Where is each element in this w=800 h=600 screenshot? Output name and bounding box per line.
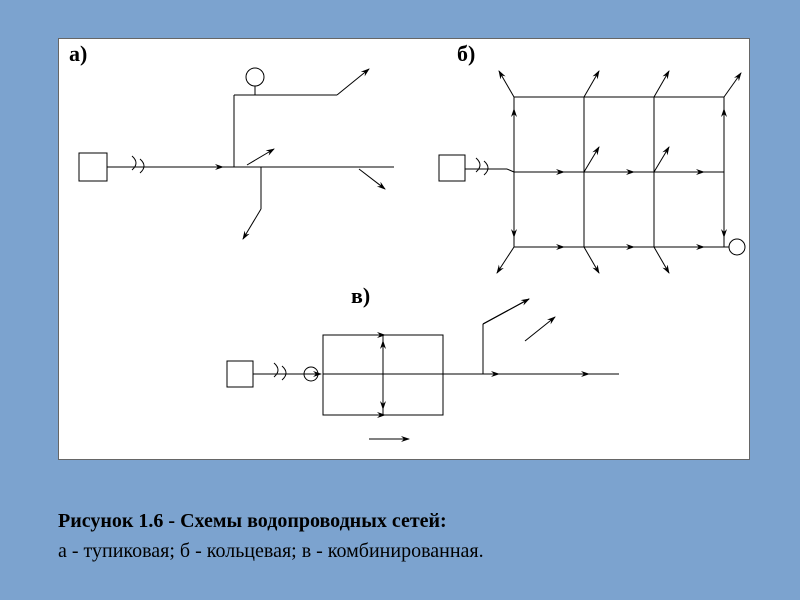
diagram-svg bbox=[59, 39, 749, 459]
figure-caption: Рисунок 1.6 - Схемы водопроводных сетей:… bbox=[58, 506, 748, 566]
caption-prefix: Рисунок 1.6 - bbox=[58, 510, 180, 532]
panel-label-c: в) bbox=[351, 283, 370, 309]
caption-title: Схемы водопроводных сетей: bbox=[180, 510, 447, 532]
panel-label-b: б) bbox=[457, 41, 475, 67]
panel-label-a: а) bbox=[69, 41, 87, 67]
caption-legend: а - тупиковая; б - кольцевая; в - комбин… bbox=[58, 540, 484, 562]
diagram-frame: а) б) в) bbox=[58, 38, 750, 460]
